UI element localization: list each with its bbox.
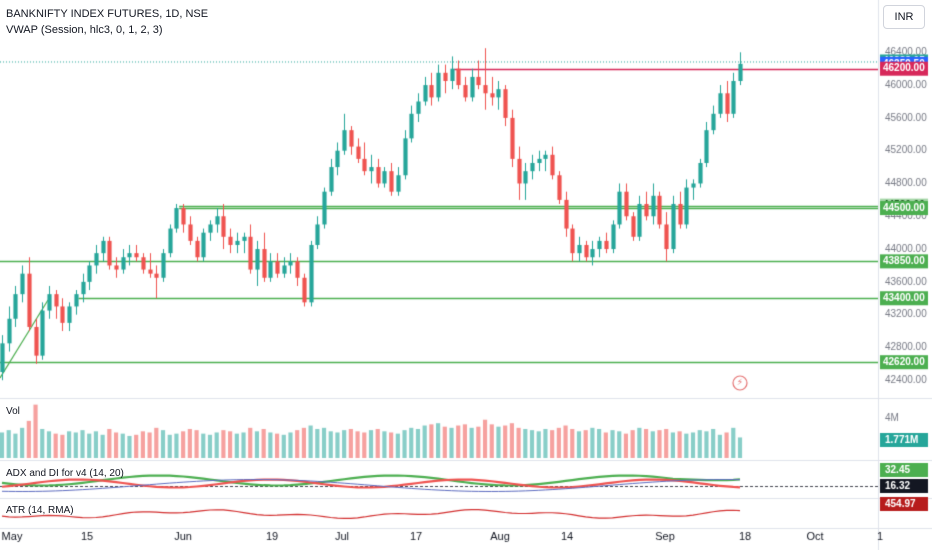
chart-header: BANKNIFTY INDEX FUTURES, 1D, NSE VWAP (S…	[6, 6, 208, 38]
atr-pane-label: ATR (14, RMA)	[6, 505, 74, 516]
adx-pane-label: ADX and DI for v4 (14, 20)	[6, 468, 124, 479]
currency-button[interactable]: INR	[883, 5, 925, 29]
vwap-indicator-label: VWAP (Session, hlc3, 0, 1, 2, 3)	[6, 24, 163, 36]
chart-title: BANKNIFTY INDEX FUTURES, 1D, NSE	[6, 8, 209, 20]
volume-pane-label: Vol	[6, 406, 20, 417]
